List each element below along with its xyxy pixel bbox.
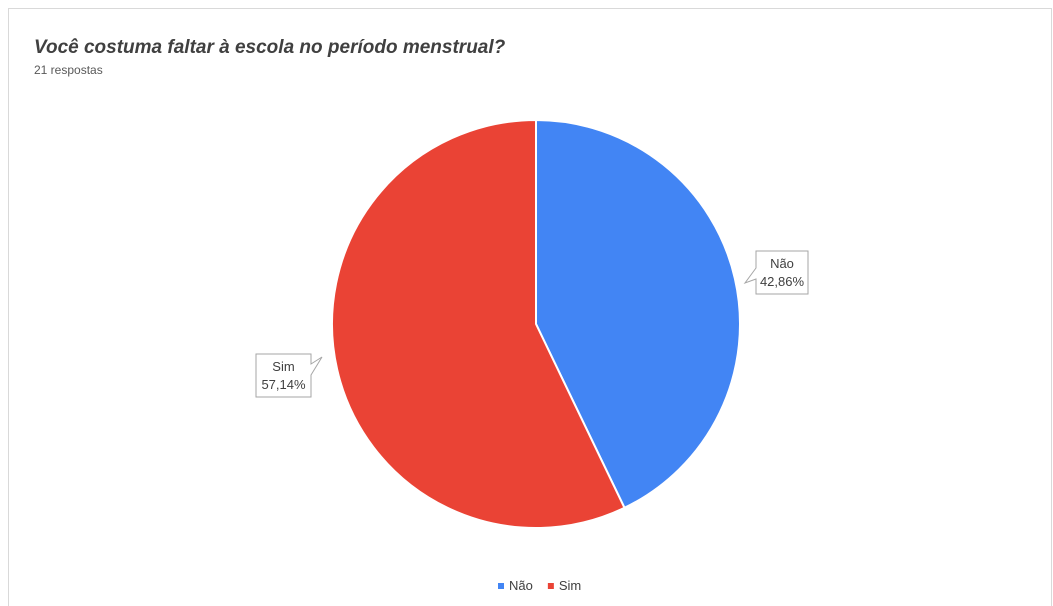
- data-label-category-nao: Não: [770, 256, 794, 271]
- response-count: 21 respostas: [34, 63, 103, 77]
- callout-box-nao: [743, 250, 809, 295]
- pie-slice-sim: [331, 118, 626, 529]
- data-label-percent-sim: 57,14%: [261, 377, 306, 392]
- chart-title: Você costuma faltar à escola no período …: [34, 37, 506, 58]
- legend-swatch-sim: [547, 583, 554, 589]
- legend-label-nao: Não: [509, 578, 533, 593]
- legend-swatch-nao: [498, 583, 504, 589]
- pie-slice-nao: [535, 118, 741, 510]
- data-label-category-sim: Sim: [272, 359, 294, 374]
- data-label-percent-nao: 42,86%: [760, 274, 805, 289]
- legend: Não Sim: [498, 578, 581, 593]
- legend-label-sim: Sim: [559, 578, 581, 593]
- pie-slices: [331, 118, 741, 529]
- callout-box-sim: [255, 353, 323, 398]
- data-labels: Não 42,86% Sim 57,14%: [255, 250, 809, 398]
